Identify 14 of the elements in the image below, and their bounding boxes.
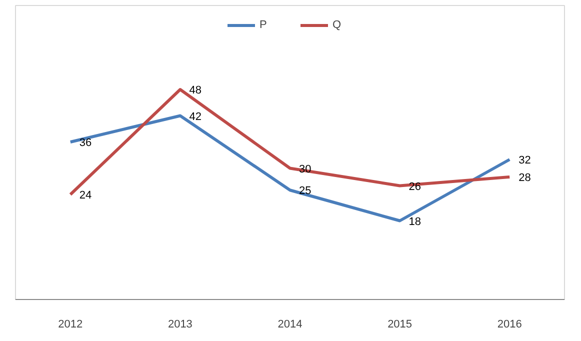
data-label: 24 bbox=[79, 190, 92, 202]
data-label: 18 bbox=[408, 216, 422, 228]
data-label: 32 bbox=[518, 154, 531, 166]
x-tick-label: 2015 bbox=[388, 318, 412, 330]
legend-label: Q bbox=[332, 19, 342, 31]
data-label: 42 bbox=[189, 110, 202, 123]
x-tick-label: 2016 bbox=[497, 318, 522, 330]
data-label: 28 bbox=[518, 172, 531, 184]
x-tick-label: 2012 bbox=[58, 318, 83, 330]
x-tick-label: 2013 bbox=[168, 318, 192, 330]
legend-label: P bbox=[260, 19, 268, 31]
data-label: 36 bbox=[79, 137, 92, 149]
x-tick-label: 2014 bbox=[278, 318, 302, 330]
data-label: 48 bbox=[189, 84, 202, 96]
